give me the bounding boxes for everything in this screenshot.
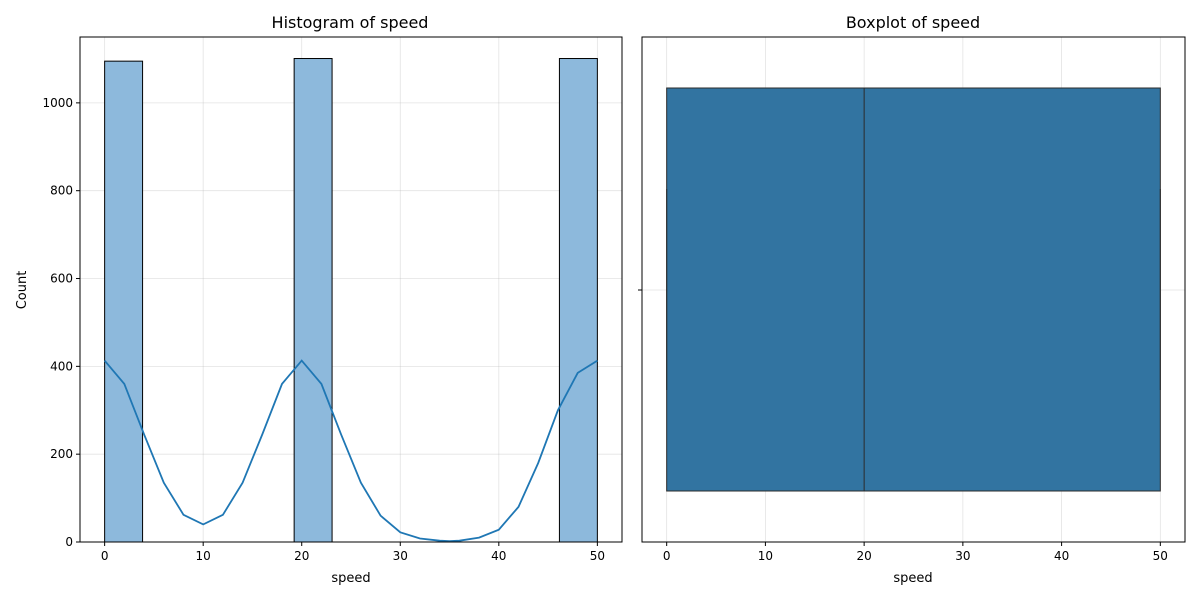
x-tick-label: 50 bbox=[1153, 549, 1168, 563]
iqr-box bbox=[666, 87, 1161, 492]
x-tick-label: 0 bbox=[663, 549, 671, 563]
x-tick-label: 20 bbox=[294, 549, 309, 563]
boxplot-box bbox=[666, 87, 1161, 492]
boxplot-x-ticks: 0 10 20 30 40 50 bbox=[663, 542, 1168, 563]
histogram-x-ticks: 0 10 20 30 40 50 bbox=[101, 542, 605, 563]
histogram-x-label: speed bbox=[331, 571, 370, 586]
y-tick-label: 1000 bbox=[42, 96, 73, 110]
histogram-bars bbox=[104, 58, 598, 543]
y-tick-label: 200 bbox=[50, 447, 73, 461]
x-tick-label: 20 bbox=[856, 549, 871, 563]
x-tick-label: 40 bbox=[1054, 549, 1069, 563]
x-tick-label: 30 bbox=[955, 549, 970, 563]
x-tick-label: 30 bbox=[393, 549, 408, 563]
histogram-frame bbox=[79, 36, 623, 543]
x-tick-label: 10 bbox=[196, 549, 211, 563]
x-tick-label: 0 bbox=[101, 549, 109, 563]
histogram-y-ticks: 0 200 400 600 800 1000 bbox=[42, 96, 80, 549]
histogram-grid bbox=[80, 37, 622, 543]
x-tick-label: 10 bbox=[758, 549, 773, 563]
kde-curve bbox=[103, 359, 598, 543]
y-tick-label: 400 bbox=[50, 359, 73, 373]
histogram-bar bbox=[104, 60, 144, 543]
x-tick-label: 50 bbox=[590, 549, 605, 563]
boxplot-title: Boxplot of speed bbox=[846, 13, 980, 32]
histogram-bar bbox=[293, 58, 333, 543]
x-tick-label: 40 bbox=[491, 549, 506, 563]
y-tick-label: 800 bbox=[50, 184, 73, 198]
boxplot-axes: Boxplot of speed 0 10 20 30 40 50 speed bbox=[638, 13, 1186, 586]
histogram-y-label: Count bbox=[15, 271, 30, 310]
histogram-title: Histogram of speed bbox=[272, 13, 429, 32]
histogram-bar bbox=[558, 58, 598, 543]
boxplot-x-label: speed bbox=[893, 571, 932, 586]
y-tick-label: 600 bbox=[50, 272, 73, 286]
histogram-axes: Histogram of speed 0 10 20 30 40 50 0 200 400 60… bbox=[15, 13, 623, 586]
y-tick-label: 0 bbox=[65, 535, 73, 549]
